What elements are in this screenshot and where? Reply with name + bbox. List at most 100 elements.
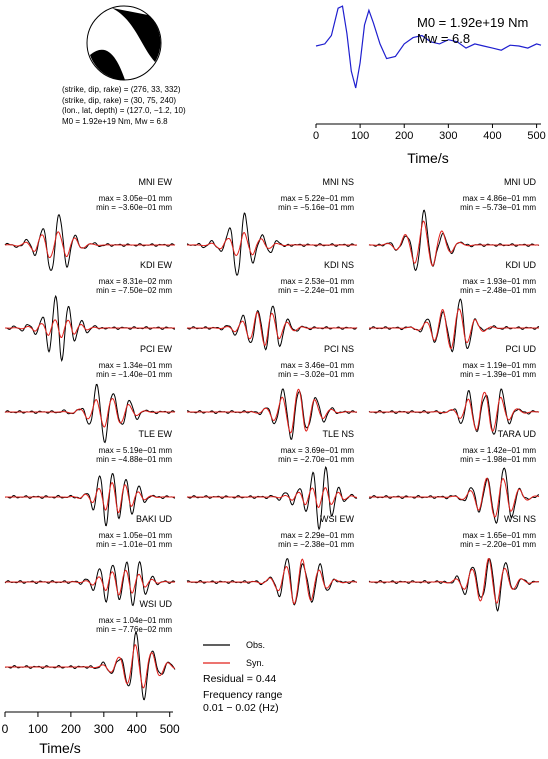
source-parameters: (strike, dip, rake) = (276, 33, 332) (st… (62, 85, 186, 127)
synthetic-trace (5, 319, 175, 338)
legend-syn-label: Syn. (246, 658, 264, 668)
stf-x-tick-label: 400 (483, 130, 501, 142)
min-label: min = −1.39e−01 mm (460, 370, 536, 379)
beachball-quadrant-upper (112, 8, 161, 62)
observed-trace (5, 472, 176, 527)
beachball (86, 5, 162, 81)
min-label: min = −1.40e−01 mm (96, 370, 172, 379)
observed-trace (368, 558, 540, 612)
stf-trace (315, 5, 542, 89)
station-label: MNI EW (139, 177, 173, 187)
min-label: min = −2.70e−01 mm (278, 455, 354, 464)
synthetic-trace (369, 220, 539, 267)
max-label: max = 1.34e−01 mm (99, 361, 173, 370)
min-label: min = −1.01e−01 mm (96, 540, 172, 549)
stf-x-tick-label: 0 (313, 130, 319, 142)
synthetic-trace (369, 477, 540, 518)
bottom-x-tick-label: 100 (28, 722, 48, 736)
min-label: min = −3.60e−01 mm (96, 203, 172, 212)
observed-trace (186, 388, 358, 440)
min-label: min = −4.88e−01 mm (96, 455, 172, 464)
bottom-x-tick-label: 500 (160, 722, 180, 736)
min-label: min = −2.24e−01 mm (278, 286, 354, 295)
synthetic-trace (5, 398, 175, 428)
station-label: MNI NS (323, 177, 355, 187)
moment-magnitude: M0 = 1.92e+19 Nm, Mw = 6.8 (62, 116, 168, 126)
synthetic-trace (4, 231, 175, 259)
station-label: TLE NS (322, 429, 354, 439)
station-label: PCI NS (324, 344, 354, 354)
legend-obs-label: Obs. (246, 640, 265, 650)
stf-panel: 0 100 200 300 400 500 M0 = 1.92e+19 Nm Mw = 6… (313, 5, 546, 166)
synthetic-trace (187, 311, 357, 347)
max-label: max = 3.69e−01 mm (281, 446, 355, 455)
legend: Obs. Syn. Residual = 0.44 Frequency rang… (203, 640, 283, 714)
synthetic-trace (369, 558, 540, 604)
station-label: PCI EW (140, 344, 173, 354)
observed-trace (368, 388, 540, 435)
min-label: min = −5.16e−01 mm (278, 203, 354, 212)
max-label: max = 3.05e−01 mm (99, 194, 173, 203)
stf-x-tick-label: 100 (351, 130, 369, 142)
max-label: max = 1.42e−01 mm (463, 446, 537, 455)
max-label: max = 5.19e−01 mm (99, 446, 173, 455)
max-label: max = 3.46e−01 mm (281, 361, 355, 370)
bottom-x-tick-label: 0 (2, 722, 9, 736)
min-label: min = −2.38e−01 mm (278, 540, 354, 549)
observed-trace (186, 558, 357, 606)
residual-label: Residual = 0.44 (203, 673, 276, 685)
observed-trace (368, 298, 540, 353)
station-label: TARA UD (498, 429, 537, 439)
max-label: max = 4.86e−01 mm (463, 194, 537, 203)
observed-trace (4, 631, 176, 701)
stf-m0-label: M0 = 1.92e+19 Nm (417, 15, 528, 30)
bottom-x-label: Time/s (39, 740, 80, 756)
min-label: min = −1.98e−01 mm (460, 455, 536, 464)
station-label: MNI UD (504, 177, 536, 187)
bottom-x-tick-label: 300 (94, 722, 114, 736)
max-label: max = 1.65e−01 mm (463, 531, 537, 540)
station-label: PCI UD (505, 344, 536, 354)
frequency-range-value: 0.01 − 0.02 (Hz) (203, 702, 279, 714)
max-label: max = 1.19e−01 mm (463, 361, 537, 370)
max-label: max = 8.31e−02 mm (99, 277, 173, 286)
synthetic-trace (5, 482, 175, 514)
min-label: min = −2.20e−01 mm (460, 540, 536, 549)
frequency-range-label: Frequency range (203, 689, 283, 701)
mechanism-1: (strike, dip, rake) = (276, 33, 332) (62, 85, 181, 94)
hypocenter: (lon., lat, depth) = (127.0, −1.2, 10) (62, 106, 186, 115)
station-label: KDI UD (505, 260, 536, 270)
synthetic-trace (369, 308, 539, 350)
synthetic-trace (187, 232, 357, 257)
stf-x-tick-label: 500 (527, 130, 545, 142)
station-label: WSI UD (140, 599, 173, 609)
max-label: max = 1.05e−01 mm (99, 531, 173, 540)
stf-x-tick-label: 200 (395, 130, 413, 142)
bottom-x-tick-label: 400 (127, 722, 147, 736)
synthetic-trace (187, 388, 357, 434)
mechanism-2: (strike, dip, rake) = (30, 75, 240) (62, 95, 177, 105)
station-label: KDI NS (324, 260, 354, 270)
min-label: min = −5.73e−01 mm (460, 203, 536, 212)
station-label: WSI NS (504, 514, 536, 524)
min-label: min = −7.76e−02 mm (96, 625, 172, 634)
stf-mw-label: Mw = 6.8 (417, 31, 470, 46)
synthetic-trace (5, 644, 176, 689)
stf-x-label: Time/s (407, 150, 448, 166)
max-label: max = 1.04e−01 mm (99, 616, 173, 625)
synthetic-trace (187, 558, 357, 605)
